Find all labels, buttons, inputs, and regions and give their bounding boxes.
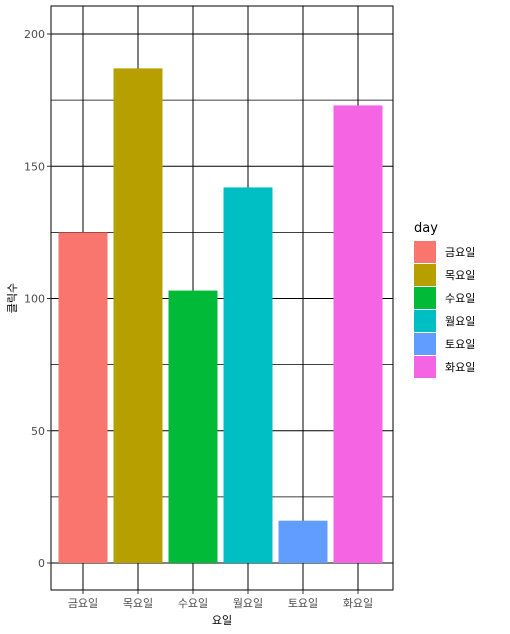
- bar-목요일: [113, 68, 163, 563]
- legend-label: 목요일: [445, 268, 475, 282]
- legend-key: [414, 333, 436, 355]
- bars: [58, 68, 383, 563]
- x-tick-label: 화요일: [343, 596, 373, 610]
- x-tick-label: 수요일: [178, 596, 208, 610]
- y-axis: 0 50 100 150 200: [24, 28, 51, 570]
- y-tick-label: 50: [31, 425, 45, 438]
- legend-label: 월요일: [445, 314, 475, 328]
- legend-key: [414, 264, 436, 286]
- x-axis: 금요일 목요일 수요일 월요일 토요일 화요일: [68, 590, 373, 610]
- y-axis-title: 클릭수: [6, 283, 19, 313]
- bar-토요일: [278, 520, 328, 563]
- x-tick-label: 토요일: [288, 596, 318, 610]
- legend-key: [414, 310, 436, 332]
- bar-수요일: [168, 290, 218, 563]
- legend-label: 금요일: [445, 245, 475, 259]
- legend-key: [414, 241, 436, 263]
- x-axis-title: 요일: [212, 613, 232, 627]
- legend-key: [414, 287, 436, 309]
- legend-title: day: [414, 221, 438, 236]
- y-tick-label: 150: [24, 160, 45, 173]
- legend-label: 수요일: [445, 291, 475, 305]
- bar-월요일: [223, 187, 273, 563]
- bar-금요일: [58, 232, 108, 563]
- y-tick-label: 200: [24, 28, 45, 41]
- bar-화요일: [333, 105, 383, 563]
- x-tick-label: 금요일: [68, 596, 98, 610]
- legend-key: [414, 356, 436, 378]
- x-tick-label: 월요일: [233, 596, 263, 610]
- x-tick-label: 목요일: [123, 596, 153, 610]
- legend-label: 화요일: [445, 360, 475, 374]
- y-tick-label: 0: [38, 557, 45, 570]
- y-tick-label: 100: [24, 293, 45, 306]
- legend-label: 토요일: [445, 337, 475, 351]
